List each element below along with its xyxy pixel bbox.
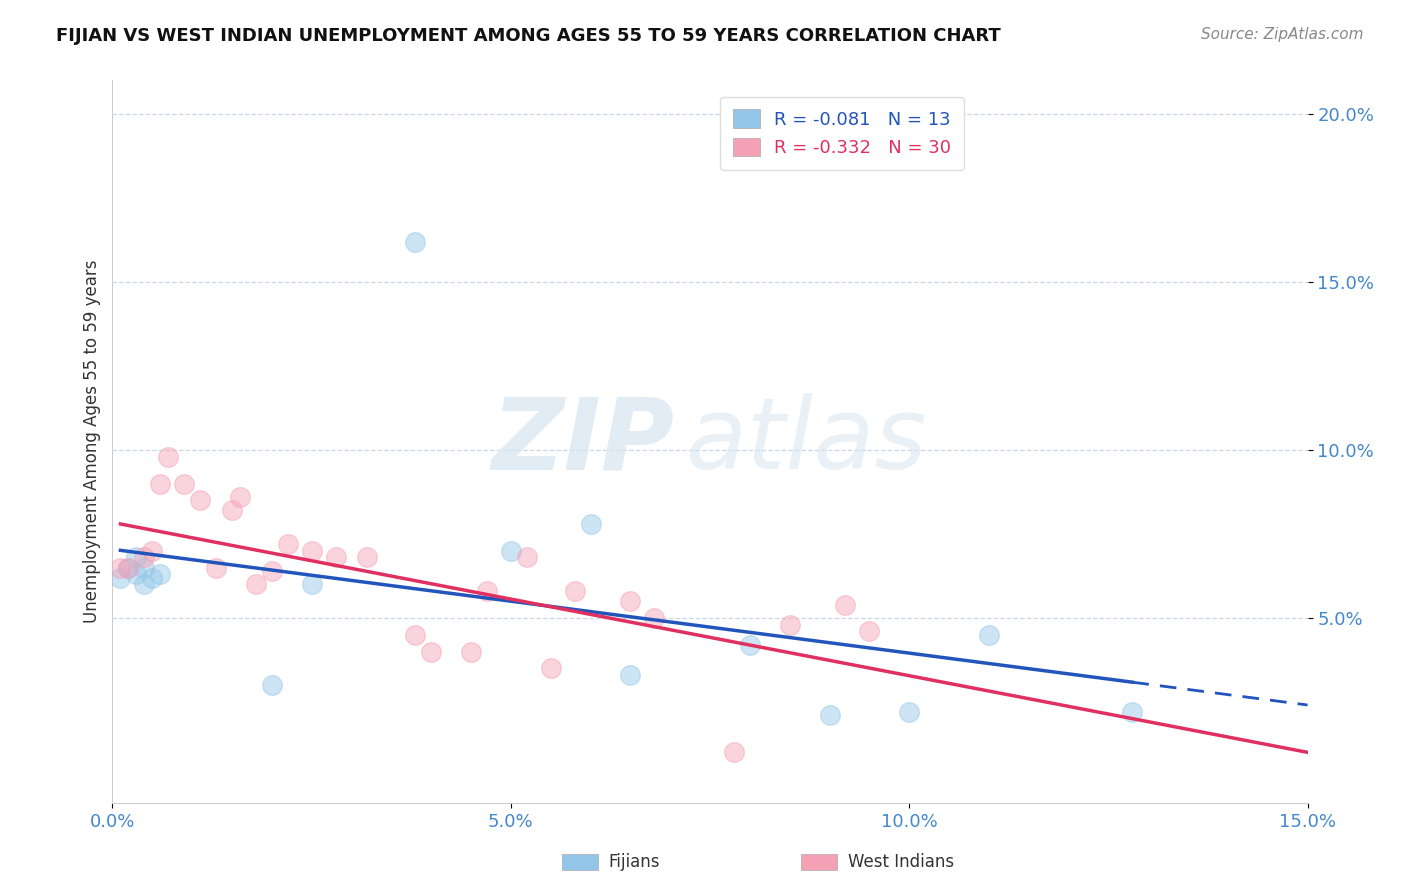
Point [834, 598, 856, 612]
Point [579, 516, 602, 531]
Y-axis label: Unemployment Among Ages 55 to 59 years: Unemployment Among Ages 55 to 59 years [83, 260, 101, 624]
Point [1121, 705, 1143, 719]
Point [188, 493, 211, 508]
Point [723, 745, 745, 759]
Point [356, 550, 378, 565]
Point [619, 594, 641, 608]
Point [245, 577, 267, 591]
Point [325, 550, 347, 565]
Point [117, 560, 139, 574]
Point [134, 577, 156, 591]
Point [110, 571, 132, 585]
Point [125, 567, 148, 582]
Point [277, 537, 299, 551]
Point [475, 584, 498, 599]
Text: ZIP: ZIP [491, 393, 675, 490]
Point [229, 490, 252, 504]
Point [301, 577, 323, 591]
Point [420, 644, 443, 658]
Point [460, 644, 482, 658]
Text: Source: ZipAtlas.com: Source: ZipAtlas.com [1201, 27, 1364, 42]
Point [818, 708, 841, 723]
Point [619, 668, 641, 682]
Point [516, 550, 538, 565]
Point [117, 560, 139, 574]
Point [260, 564, 283, 578]
Point [301, 543, 323, 558]
Point [134, 550, 156, 565]
Point [738, 638, 761, 652]
Point [141, 571, 163, 585]
Text: atlas: atlas [686, 393, 928, 490]
Point [149, 567, 172, 582]
Point [977, 628, 1000, 642]
Point [149, 476, 172, 491]
Point [125, 550, 148, 565]
Point [173, 476, 195, 491]
Point [858, 624, 880, 639]
Point [643, 611, 665, 625]
Point [540, 661, 562, 675]
Point [134, 560, 156, 574]
Text: Fijians: Fijians [609, 853, 661, 871]
Point [779, 617, 801, 632]
Point [205, 560, 228, 574]
Text: West Indians: West Indians [848, 853, 953, 871]
Point [221, 503, 243, 517]
Point [898, 705, 921, 719]
Point [260, 678, 283, 692]
Text: FIJIAN VS WEST INDIAN UNEMPLOYMENT AMONG AGES 55 TO 59 YEARS CORRELATION CHART: FIJIAN VS WEST INDIAN UNEMPLOYMENT AMONG… [56, 27, 1001, 45]
Point [110, 560, 132, 574]
Point [157, 450, 180, 464]
Point [499, 543, 522, 558]
Point [141, 543, 163, 558]
Point [404, 628, 426, 642]
Point [564, 584, 586, 599]
Point [404, 235, 426, 249]
Legend: R = -0.081   N = 13, R = -0.332   N = 30: R = -0.081 N = 13, R = -0.332 N = 30 [720, 96, 965, 169]
